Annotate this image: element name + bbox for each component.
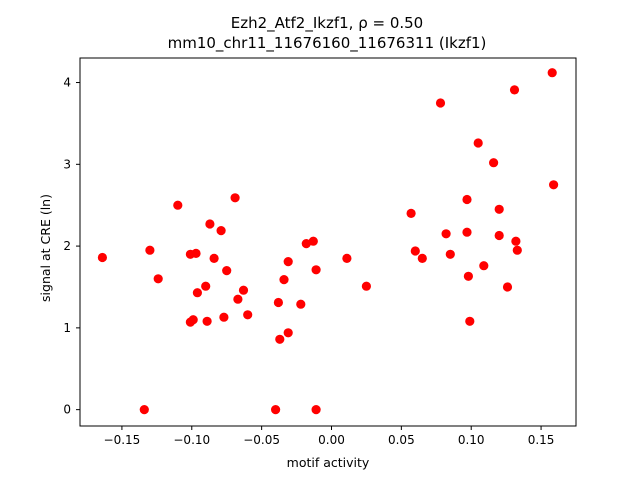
data-point [494, 204, 504, 214]
y-axis-label: signal at CRE (ln) [38, 194, 53, 302]
data-point [139, 405, 149, 415]
data-point [238, 285, 249, 295]
data-point [191, 248, 201, 258]
data-point [479, 261, 489, 271]
data-point [441, 229, 451, 239]
data-point [502, 282, 513, 292]
data-point [279, 275, 289, 285]
data-point [205, 219, 215, 229]
data-point [153, 274, 163, 284]
y-tick-label: 3 [63, 157, 71, 171]
data-point [97, 252, 107, 263]
y-tick-label: 0 [63, 403, 71, 417]
data-point [549, 180, 559, 190]
x-tick-label: 0.00 [318, 433, 345, 447]
data-point [145, 245, 155, 255]
x-tick-label: −0.15 [104, 433, 141, 447]
data-point [342, 253, 352, 263]
data-point [216, 226, 226, 236]
data-point [465, 316, 475, 326]
data-point [311, 405, 321, 415]
data-point [463, 271, 473, 281]
x-tick-label: 0.05 [388, 433, 415, 447]
y-tick-label: 2 [63, 239, 71, 253]
data-point [462, 227, 472, 237]
data-point [271, 405, 281, 415]
data-point [243, 310, 253, 320]
x-axis-label: motif activity [287, 455, 370, 470]
data-point [494, 230, 504, 241]
y-tick-label: 4 [63, 76, 71, 90]
data-point [202, 316, 212, 326]
data-point [311, 265, 321, 275]
data-point [445, 249, 455, 259]
data-point [201, 281, 211, 291]
x-tick-label: −0.05 [243, 433, 280, 447]
data-point [462, 194, 472, 205]
data-point [473, 138, 483, 148]
data-point [219, 312, 229, 322]
x-axis-ticks: −0.15 −0.10 −0.05 0.00 0.05 0.10 0.15 [104, 426, 555, 447]
data-point [547, 68, 557, 78]
data-point [209, 253, 219, 263]
y-axis-ticks: 0 1 2 3 4 [63, 76, 80, 417]
data-point [173, 200, 183, 210]
x-tick-label: 0.15 [528, 433, 555, 447]
data-point [296, 299, 306, 309]
data-point [222, 266, 232, 276]
data-point [417, 253, 427, 263]
data-point [361, 281, 371, 291]
data-point [273, 297, 283, 308]
data-point [489, 158, 499, 168]
data-point [511, 236, 521, 246]
data-point [410, 246, 420, 256]
chart-title-line2: mm10_chr11_11676160_11676311 (Ikzf1) [168, 34, 487, 53]
data-point [230, 193, 240, 203]
data-point [308, 236, 318, 246]
data-point [509, 85, 520, 95]
y-tick-label: 1 [63, 321, 71, 335]
data-point [233, 294, 243, 304]
data-point [188, 315, 198, 325]
x-tick-label: 0.10 [458, 433, 485, 447]
data-point [275, 334, 285, 344]
x-tick-label: −0.10 [173, 433, 210, 447]
data-point [512, 245, 522, 255]
data-point [192, 288, 202, 298]
data-point [301, 239, 311, 249]
data-point [283, 328, 293, 338]
data-point [406, 208, 416, 218]
plot-area-frame [79, 57, 577, 427]
chart-title-line1: Ezh2_Atf2_Ikzf1, ρ = 0.50 [231, 14, 423, 33]
data-point [283, 257, 293, 267]
data-point [435, 98, 446, 108]
data-points [97, 68, 559, 415]
